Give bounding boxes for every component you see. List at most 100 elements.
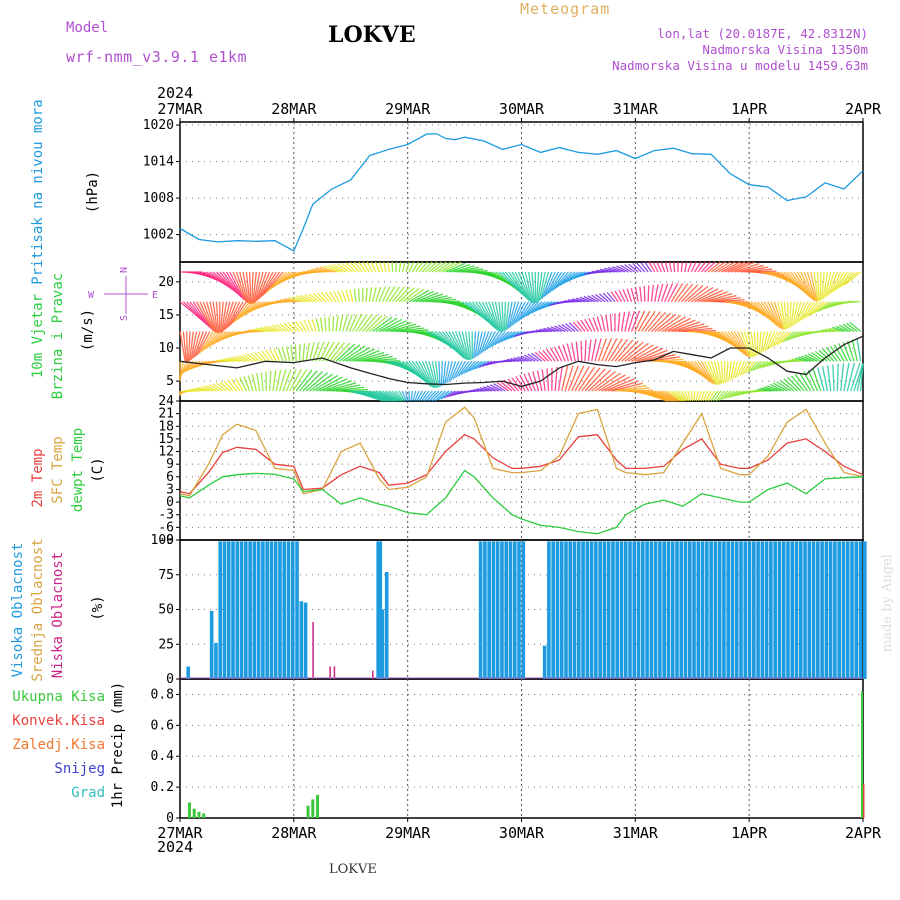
wind-arrow <box>753 360 765 371</box>
wind-arrow <box>192 301 212 329</box>
wind-arrow <box>829 345 842 362</box>
wind-arrow <box>328 264 343 273</box>
wind-arrow <box>438 361 441 387</box>
wind-arrow <box>733 390 745 397</box>
wind-arrow <box>227 357 240 362</box>
wind-arrow <box>342 345 366 362</box>
wind-arrow <box>730 361 736 381</box>
wind-arrow <box>674 283 689 303</box>
cloud-bar <box>231 541 235 679</box>
cloud-bar <box>803 541 807 679</box>
wind-arrow <box>604 338 618 362</box>
wind-arrow <box>219 271 240 296</box>
wind-arrow <box>320 292 330 303</box>
cloud-bar <box>214 642 218 679</box>
wind-arrow <box>661 390 679 402</box>
wind-arrow <box>440 390 453 400</box>
wind-arrow <box>484 331 496 352</box>
wind-arrow <box>353 288 357 302</box>
cloud-bar <box>820 541 824 679</box>
wind-arrow <box>851 339 858 362</box>
wind-arrow <box>637 349 668 362</box>
wind-arrow <box>332 263 347 273</box>
cloud-bar <box>273 541 278 679</box>
cloud-bar <box>508 541 513 679</box>
cloud-bar <box>641 541 645 679</box>
x-label-top: 27MAR <box>157 100 203 118</box>
wind-arrow <box>261 271 281 297</box>
wind-arrow <box>205 301 217 333</box>
wind-arrow <box>801 355 815 362</box>
cloud-bar <box>858 541 863 679</box>
wind-arrow <box>744 360 755 374</box>
wind-arrow <box>395 390 404 402</box>
wind-arrow <box>732 361 739 380</box>
wind-arrow <box>785 330 798 342</box>
wind-arrow <box>514 271 530 302</box>
wind-arrow <box>832 326 845 333</box>
wind-arrow <box>412 290 434 303</box>
wind-arrow <box>591 294 603 303</box>
wind-arrow <box>800 271 815 301</box>
wind-arrow <box>469 360 483 372</box>
wind-arrow <box>408 360 430 386</box>
wind-arrow <box>617 340 639 362</box>
wind-arrow <box>599 268 616 273</box>
wind-arrow <box>664 317 692 333</box>
wind-arrow <box>608 266 622 273</box>
wind-arrow <box>620 264 632 273</box>
cloud-ylabel-mid: Srednja Oblacnost <box>30 538 46 681</box>
wind-arrow <box>788 359 801 362</box>
wind-arrow <box>821 366 829 392</box>
wind-arrow <box>501 271 524 296</box>
x-label-top: 2APR <box>845 100 882 118</box>
cloud-bar <box>636 541 641 679</box>
wind-arrow <box>601 376 631 392</box>
cloud-bar <box>734 541 739 679</box>
cloud-bar <box>512 541 517 679</box>
wind-arrow <box>581 367 601 392</box>
wind-arrow <box>620 311 626 332</box>
wind-arrow <box>571 342 576 362</box>
wind-arrow <box>372 316 393 333</box>
wind-arrow <box>561 365 569 392</box>
wind-arrow <box>365 315 383 332</box>
wind-arrow <box>553 271 573 290</box>
temp-unit: (C) <box>90 457 106 482</box>
wind-arrow <box>479 387 493 392</box>
panels-layer <box>176 121 864 819</box>
wind-arrow <box>468 331 472 360</box>
temperature-ytick-label: 9 <box>166 457 174 472</box>
wind-arrow <box>498 301 503 332</box>
wind-arrow <box>577 366 596 392</box>
wind-arrow <box>718 390 729 401</box>
wind-arrow <box>290 345 294 362</box>
wind-arrow <box>740 266 769 273</box>
cloud-bar <box>521 541 526 679</box>
wind-arrow <box>760 331 765 354</box>
cloud-bar <box>282 541 287 679</box>
precip-bar <box>192 808 196 818</box>
wind-arrow <box>753 301 777 326</box>
wind-arrow <box>591 371 616 392</box>
wind-arrow <box>316 292 327 303</box>
wind-arrow <box>329 384 361 392</box>
wind-arrow <box>385 390 400 402</box>
wind-arrow <box>836 271 852 290</box>
wind-arrow <box>788 301 792 328</box>
wind-arrow <box>353 261 364 273</box>
wind-arrow <box>541 271 553 299</box>
wind-arrow <box>287 322 297 332</box>
cloud-bar <box>303 602 308 679</box>
wind-arrow <box>435 261 452 273</box>
wind-arrow <box>798 301 809 323</box>
wind-arrow <box>375 286 382 302</box>
wind-arrow <box>710 261 726 273</box>
wind-arrow <box>337 290 344 303</box>
wind-arrow <box>536 271 540 303</box>
wind-arrow <box>179 331 187 363</box>
wind-arrow <box>229 271 245 301</box>
wind-arrow <box>248 329 264 333</box>
wind-arrow <box>783 301 788 329</box>
precip-ytick-label: 0.8 <box>151 687 174 702</box>
